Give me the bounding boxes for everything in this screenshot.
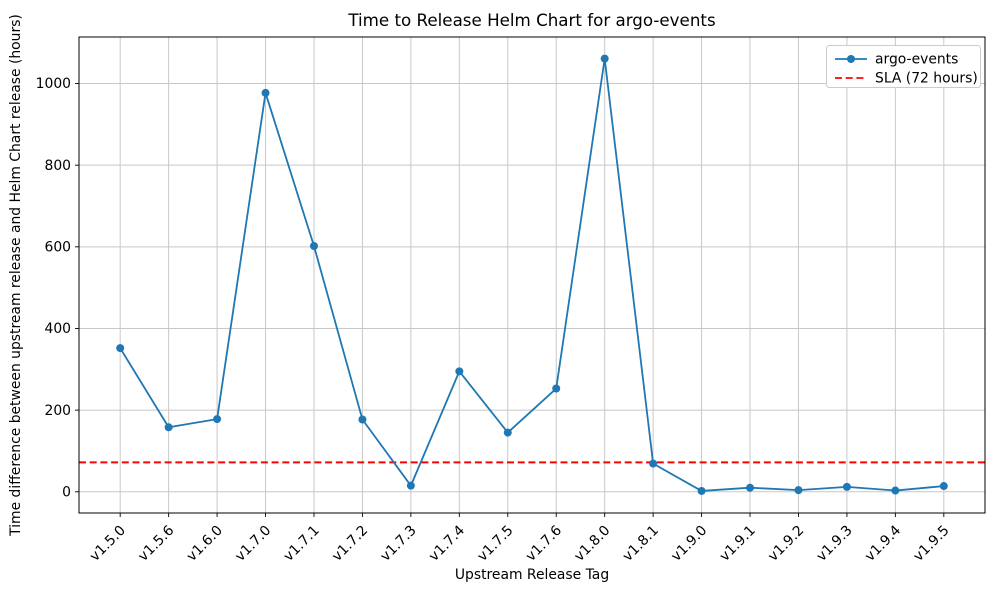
x-tick-label: v1.9.0 [668, 523, 710, 565]
x-tick-label: v1.9.3 [814, 523, 856, 565]
legend-label-series: argo-events [875, 52, 958, 68]
y-tick-label: 0 [62, 484, 71, 500]
x-tick-label: v1.7.3 [378, 523, 420, 565]
data-point [697, 486, 706, 495]
data-point [891, 486, 900, 495]
data-point [164, 423, 173, 432]
data-point [455, 367, 464, 376]
data-point [600, 54, 609, 63]
x-tick-label: v1.8.0 [571, 523, 613, 565]
series-line [119, 58, 944, 492]
x-tick-label: v1.7.4 [426, 522, 468, 564]
data-point [261, 88, 270, 97]
data-point [649, 459, 658, 468]
data-point [746, 483, 755, 492]
y-tick-label: 200 [44, 403, 71, 419]
x-axis-label: Upstream Release Tag [455, 567, 609, 583]
data-point [309, 242, 318, 251]
x-tick-label: v1.7.2 [329, 523, 371, 565]
x-tick-label: v1.9.5 [911, 523, 953, 565]
data-point [116, 344, 125, 353]
data-point [842, 482, 851, 491]
data-point [406, 481, 415, 490]
y-tick-label: 400 [44, 321, 71, 337]
chart-title: Time to Release Helm Chart for argo-even… [347, 10, 715, 30]
legend-box [826, 45, 981, 88]
x-tick-label: v1.8.1 [620, 523, 662, 565]
y-tick-label: 800 [44, 158, 71, 174]
y-tick-label: 600 [44, 240, 71, 256]
x-tick-label: v1.6.0 [184, 523, 226, 565]
x-tick-label: v1.9.2 [765, 523, 807, 565]
plot-border [78, 36, 986, 514]
x-tick-label: v1.5.0 [87, 523, 129, 565]
x-tick-label: v1.7.1 [281, 523, 323, 565]
x-tick-label: v1.9.1 [717, 523, 759, 565]
y-axis-label: Time difference between upstream release… [8, 14, 24, 537]
x-tick-label: v1.7.5 [474, 523, 516, 565]
x-tick-label: v1.5.6 [135, 523, 177, 565]
legend-marker-icon [847, 55, 855, 63]
data-point [939, 482, 948, 491]
data-point [358, 415, 367, 424]
legend: argo-events SLA (72 hours) [826, 45, 981, 88]
y-tick-label: 1000 [36, 76, 71, 92]
x-tick-label: v1.7.0 [232, 523, 274, 565]
data-point [503, 428, 512, 437]
plot-area: v1.5.0 v1.5.6 v1.6.0 v1.7.0 v1.7.1 v1.7.2 v1.7… [36, 36, 986, 565]
data-point [213, 415, 222, 424]
legend-label-sla: SLA (72 hours) [875, 71, 978, 87]
x-tick-label: v1.7.6 [523, 523, 565, 565]
data-point [552, 384, 561, 393]
data-point [794, 486, 803, 495]
x-tick-label: v1.9.4 [862, 522, 904, 564]
